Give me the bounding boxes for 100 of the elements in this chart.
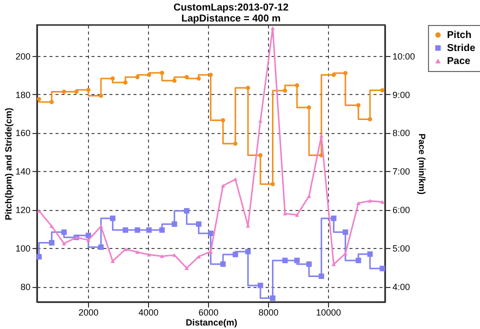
y2-axis-title: Pace (min/km) xyxy=(417,133,428,195)
point xyxy=(48,240,54,246)
point xyxy=(233,142,238,146)
y2-tick-label: 9:00 xyxy=(392,90,410,100)
point xyxy=(356,201,361,205)
point xyxy=(135,250,140,254)
point xyxy=(306,261,312,267)
x-tick-label: 8000 xyxy=(258,308,279,318)
point xyxy=(184,266,189,270)
point xyxy=(86,238,91,242)
point xyxy=(110,76,115,81)
point xyxy=(294,213,300,217)
y2-tick-label: 5:00 xyxy=(392,244,410,254)
point xyxy=(282,88,288,93)
point xyxy=(74,90,79,94)
y-tick-label: 100 xyxy=(15,244,30,254)
legend-label: Stride xyxy=(447,43,476,54)
point xyxy=(146,227,152,233)
point xyxy=(270,182,275,186)
point xyxy=(172,78,177,83)
point xyxy=(98,94,104,98)
point xyxy=(282,258,288,264)
point xyxy=(367,251,373,257)
point xyxy=(208,72,213,77)
point xyxy=(368,198,372,203)
chart-subtitle: LapDistance = 400 m xyxy=(181,14,281,24)
point xyxy=(319,134,324,138)
legend-label: Pitch xyxy=(447,30,472,41)
point xyxy=(146,72,152,77)
y2-tick-label: 7:00 xyxy=(392,166,410,177)
point xyxy=(270,26,275,30)
x-tick-label: 2000 xyxy=(78,308,99,318)
point xyxy=(184,208,190,214)
point xyxy=(342,229,348,235)
point xyxy=(62,90,66,94)
point xyxy=(160,70,164,76)
x-tick-label: 6000 xyxy=(198,308,219,318)
y-tick-label: 120 xyxy=(15,205,30,216)
point xyxy=(36,96,42,102)
point xyxy=(61,229,67,235)
y2-tick-label: 4:00 xyxy=(392,282,410,292)
point xyxy=(134,227,140,233)
x-tick-label: 10000 xyxy=(316,308,342,318)
point xyxy=(122,227,128,233)
point xyxy=(196,76,201,81)
x-tick-label: 4000 xyxy=(138,308,159,318)
point xyxy=(98,244,104,250)
point xyxy=(220,118,226,122)
point xyxy=(62,242,66,246)
point xyxy=(380,200,385,204)
point xyxy=(110,216,116,222)
point xyxy=(86,232,92,238)
y-tick-label: 200 xyxy=(15,51,30,62)
point xyxy=(270,295,276,301)
y2-tick-label: 6:00 xyxy=(392,205,410,216)
point xyxy=(196,221,202,227)
point xyxy=(294,258,300,264)
point xyxy=(220,184,226,188)
y2-tick-label: 8:00 xyxy=(392,128,410,138)
point xyxy=(332,72,336,77)
legend-label: Pace xyxy=(447,56,471,67)
y-tick-label: 180 xyxy=(15,90,30,100)
y-tick-label: 160 xyxy=(15,128,30,138)
point xyxy=(184,75,189,80)
point xyxy=(233,177,238,182)
y-tick-label: 140 xyxy=(15,166,30,177)
point xyxy=(172,221,178,227)
point xyxy=(306,105,312,110)
point xyxy=(245,248,251,254)
point xyxy=(294,83,300,88)
chart-title: CustomLaps:2013-07-12 xyxy=(173,2,289,14)
point xyxy=(380,88,385,92)
point xyxy=(356,258,362,264)
point xyxy=(135,75,140,80)
point xyxy=(160,254,164,258)
point xyxy=(36,254,42,260)
point xyxy=(318,273,324,279)
point xyxy=(50,224,54,228)
point xyxy=(220,261,226,267)
point xyxy=(258,282,264,288)
point xyxy=(50,100,54,104)
point xyxy=(86,88,91,92)
point xyxy=(36,208,42,213)
point xyxy=(343,70,348,76)
point xyxy=(208,230,214,236)
y2-tick-label: 10:00 xyxy=(392,51,416,62)
point xyxy=(368,117,372,122)
point xyxy=(356,103,361,108)
point xyxy=(330,216,336,222)
point xyxy=(380,266,386,272)
x-axis-title: Distance(m) xyxy=(186,318,238,328)
point xyxy=(146,252,152,257)
point xyxy=(258,153,263,158)
y-axis-title: Pitch(bpm) and Stride(cm) xyxy=(3,108,14,220)
y-tick-label: 80 xyxy=(20,282,30,292)
point xyxy=(98,224,104,228)
point xyxy=(208,250,213,254)
point xyxy=(159,227,165,233)
point xyxy=(232,252,238,258)
point xyxy=(123,80,128,85)
